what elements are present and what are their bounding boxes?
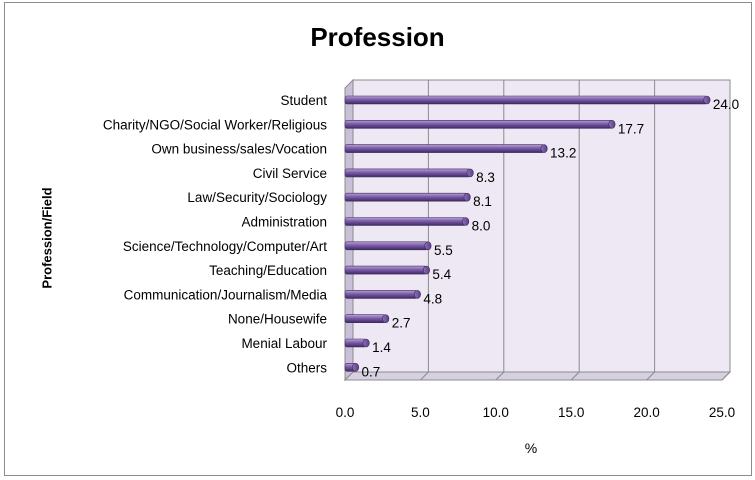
bar [344,362,360,372]
bar-body [344,95,708,105]
bar-cap [362,338,370,348]
category-label: Science/Technology/Computer/Art [123,239,327,254]
bar-cap [382,314,390,324]
category-label: Charity/NGO/Social Worker/Religious [103,117,327,132]
bar-body [344,144,545,153]
category-label: None/Housewife [228,312,327,327]
data-label: 5.4 [432,267,451,282]
bar-cap [413,290,421,299]
category-label: Others [286,360,327,375]
data-label: 17.7 [618,121,644,136]
gridline-floor [721,371,731,381]
bar [344,338,370,348]
bar [344,314,390,324]
x-tick-label: 20.0 [633,405,659,420]
data-label: 8.1 [473,194,492,209]
category-label: Menial Labour [241,336,327,351]
data-label: 8.3 [476,170,495,185]
data-label: 4.8 [423,291,442,306]
gridline-floor [495,371,505,381]
bar [344,192,471,202]
category-label: Student [280,93,327,108]
bar-body [344,241,429,251]
bar-cap [466,168,474,178]
bar [344,120,616,129]
data-label: 13.2 [550,146,576,161]
bar-body [344,265,427,275]
bar-body [344,314,387,324]
bar-body [344,192,468,202]
data-label: 0.7 [362,364,381,379]
bar-cap [424,241,432,251]
bar [344,241,432,251]
bar-body [344,168,471,178]
x-tick-label: 25.0 [709,405,735,420]
x-tick-label: 15.0 [558,405,584,420]
plot-floor [343,371,732,381]
x-axis-label: % [524,440,538,456]
category-label: Civil Service [253,166,327,181]
data-label: 2.7 [392,316,411,331]
bar [344,290,421,299]
data-label: 1.4 [372,340,391,355]
bar-cap [608,120,616,129]
data-label: 5.5 [434,243,453,258]
category-label: Administration [241,215,327,230]
x-tick-label: 10.0 [483,405,509,420]
x-tick-label: 5.0 [411,405,430,420]
bar-cap [463,192,471,202]
bar-cap [462,217,470,226]
bar-cap [540,144,548,153]
bar [344,217,470,226]
chart-title: Profession [310,22,445,52]
gridline-floor [570,371,580,381]
category-label: Communication/Journalism/Media [124,287,328,302]
bar-cap [703,95,711,105]
gridline-floor [420,371,429,381]
bar [344,95,711,105]
bar [344,265,430,275]
bar [344,144,548,153]
data-label: 8.0 [472,219,491,234]
x-tick-label: 0.0 [336,405,355,420]
data-label: 24.0 [713,97,739,112]
category-label: Law/Security/Sociology [187,190,327,205]
bar-body [344,120,613,129]
category-label: Own business/sales/Vocation [151,142,327,157]
bar-body [344,290,418,299]
category-label: Teaching/Education [209,263,327,278]
gridline-floor [646,371,655,381]
bar [344,168,474,178]
bar-cap [352,362,360,372]
bar-body [344,217,466,226]
bar-cap [422,265,430,275]
